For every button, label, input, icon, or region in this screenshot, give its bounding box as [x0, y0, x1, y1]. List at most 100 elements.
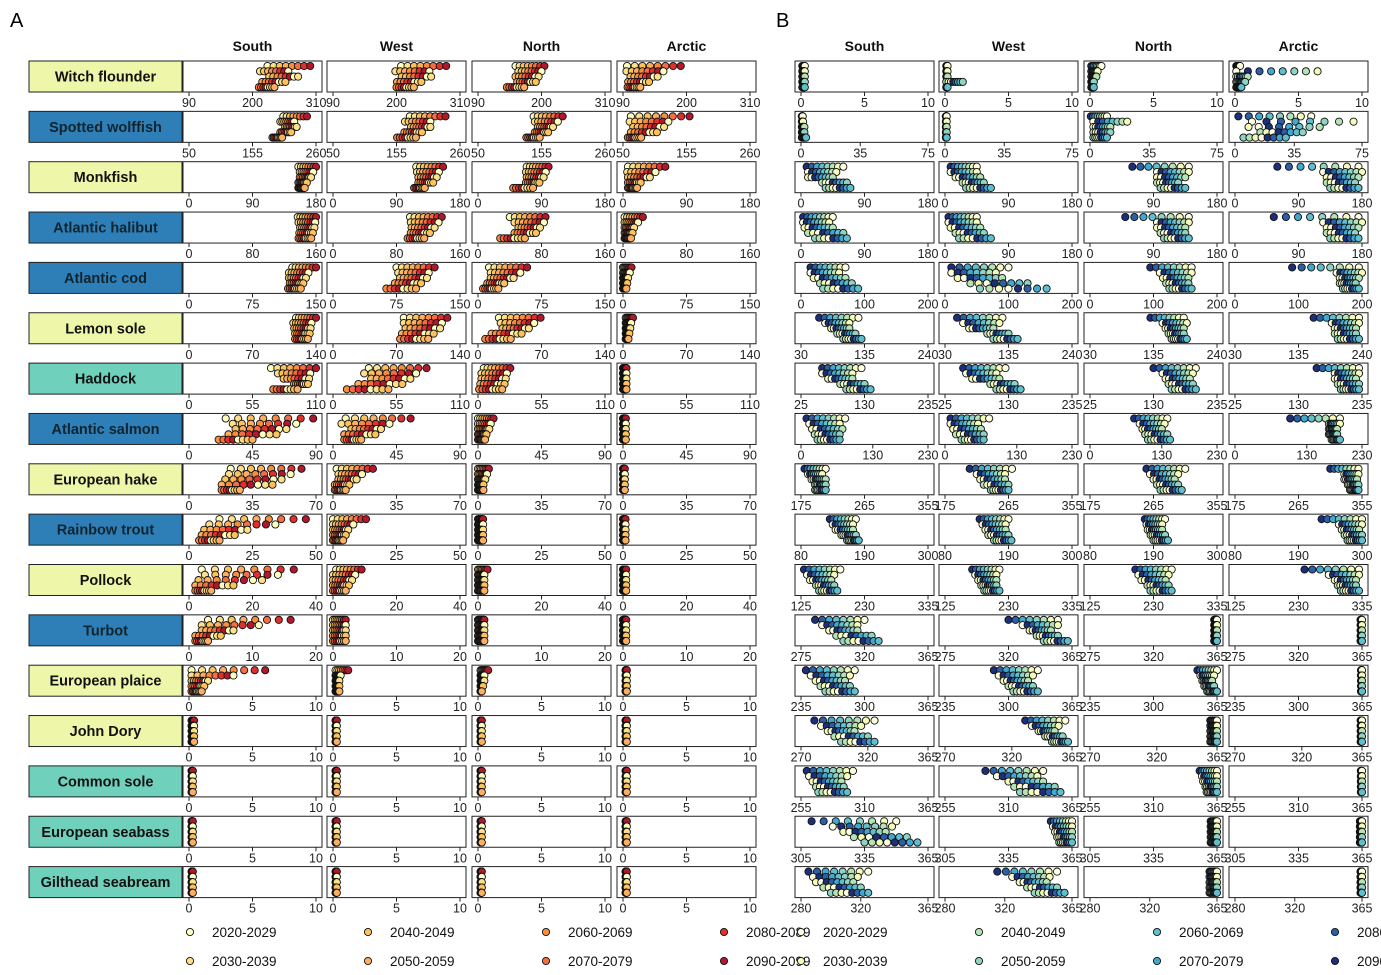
facet-box: [327, 766, 466, 797]
facet-box: [183, 716, 322, 747]
data-point: [1192, 386, 1199, 393]
tick-label: 235: [1207, 398, 1228, 412]
data-point: [1316, 123, 1323, 130]
tick-label: 90: [1002, 197, 1016, 211]
data-point: [1238, 84, 1245, 91]
tick-label: 5: [249, 902, 256, 916]
species-label: Lemon sole: [65, 321, 146, 337]
data-point: [843, 235, 850, 242]
tick-label: 0: [475, 247, 482, 261]
tick-label: 240: [1062, 348, 1083, 362]
data-point: [231, 531, 238, 538]
facet-box: [327, 816, 466, 847]
region-header-a-west: West: [380, 38, 414, 54]
tick-label: 310: [595, 96, 616, 110]
tick-label: 35: [1142, 146, 1156, 160]
tick-label: 75: [246, 297, 260, 311]
tick-label: 75: [390, 297, 404, 311]
tick-label: 10: [453, 801, 467, 815]
data-point: [273, 431, 280, 438]
tick-label: 0: [620, 398, 627, 412]
data-point: [259, 431, 266, 438]
tick-label: 0: [186, 801, 193, 815]
data-point: [304, 380, 311, 387]
tick-label: 10: [309, 902, 323, 916]
tick-label: 70: [535, 348, 549, 362]
data-point: [333, 889, 340, 896]
tick-label: 100: [1288, 297, 1309, 311]
tick-label: 0: [330, 801, 337, 815]
data-point: [996, 319, 1003, 326]
data-point: [423, 274, 430, 281]
tick-label: 90: [858, 247, 872, 261]
facet-box: [617, 363, 756, 394]
data-point: [478, 889, 485, 896]
data-point: [247, 481, 254, 488]
tick-label: 5: [538, 801, 545, 815]
data-point: [621, 486, 628, 493]
tick-label: 20: [743, 650, 757, 664]
tick-label: 35: [853, 146, 867, 160]
tick-label: 0: [620, 448, 627, 462]
tick-label: 90: [598, 448, 612, 462]
tick-label: 35: [535, 499, 549, 513]
data-point: [1033, 285, 1040, 292]
facet-box: [795, 111, 934, 142]
tick-label: 135: [1143, 348, 1164, 362]
tick-label: 10: [309, 801, 323, 815]
tick-label: 10: [390, 650, 404, 664]
tick-label: 110: [450, 398, 470, 412]
data-point: [623, 889, 630, 896]
tick-label: 0: [475, 448, 482, 462]
data-point: [1315, 415, 1322, 422]
data-point: [310, 415, 317, 422]
tick-label: 200: [1062, 297, 1083, 311]
facet-box: [617, 464, 756, 495]
tick-label: 75: [535, 297, 549, 311]
region-header-b-north: North: [1135, 38, 1172, 54]
data-point: [1298, 264, 1305, 271]
data-point: [479, 537, 486, 544]
tick-label: 0: [186, 700, 193, 714]
data-point: [532, 78, 539, 85]
tick-label: 130: [998, 398, 1019, 412]
tick-label: 75: [680, 297, 694, 311]
tick-label: 0: [942, 197, 949, 211]
data-point: [625, 335, 632, 342]
tick-label: 155: [676, 146, 697, 160]
tick-label: 230: [918, 448, 939, 462]
tick-label: 90: [616, 96, 630, 110]
tick-label: 240: [1352, 348, 1373, 362]
data-point: [254, 481, 261, 488]
tick-label: 5: [393, 801, 400, 815]
data-point: [1297, 163, 1304, 170]
tick-label: 260: [306, 146, 327, 160]
tick-label: 135: [854, 348, 875, 362]
data-point: [230, 627, 237, 634]
facet-box: [795, 514, 934, 545]
data-point: [521, 84, 528, 91]
tick-label: 0: [330, 197, 337, 211]
data-point: [413, 370, 420, 377]
species-label: Haddock: [75, 372, 137, 388]
tick-label: 20: [535, 600, 549, 614]
tick-label: 10: [246, 650, 260, 664]
tick-label: 265: [854, 499, 875, 513]
tick-label: 0: [186, 197, 193, 211]
data-point: [412, 134, 419, 141]
tick-label: 0: [1232, 297, 1239, 311]
data-point: [480, 486, 487, 493]
data-point: [802, 134, 809, 141]
data-point: [645, 78, 652, 85]
data-point: [244, 526, 251, 533]
data-point: [1182, 465, 1189, 472]
data-point: [622, 537, 629, 544]
data-point: [1355, 335, 1362, 342]
data-point: [385, 386, 392, 393]
data-point: [377, 425, 384, 432]
tick-label: 90: [453, 448, 467, 462]
tick-label: 0: [1232, 146, 1239, 160]
tick-label: 80: [794, 549, 808, 563]
data-point: [251, 667, 258, 674]
tick-label: 0: [186, 549, 193, 563]
